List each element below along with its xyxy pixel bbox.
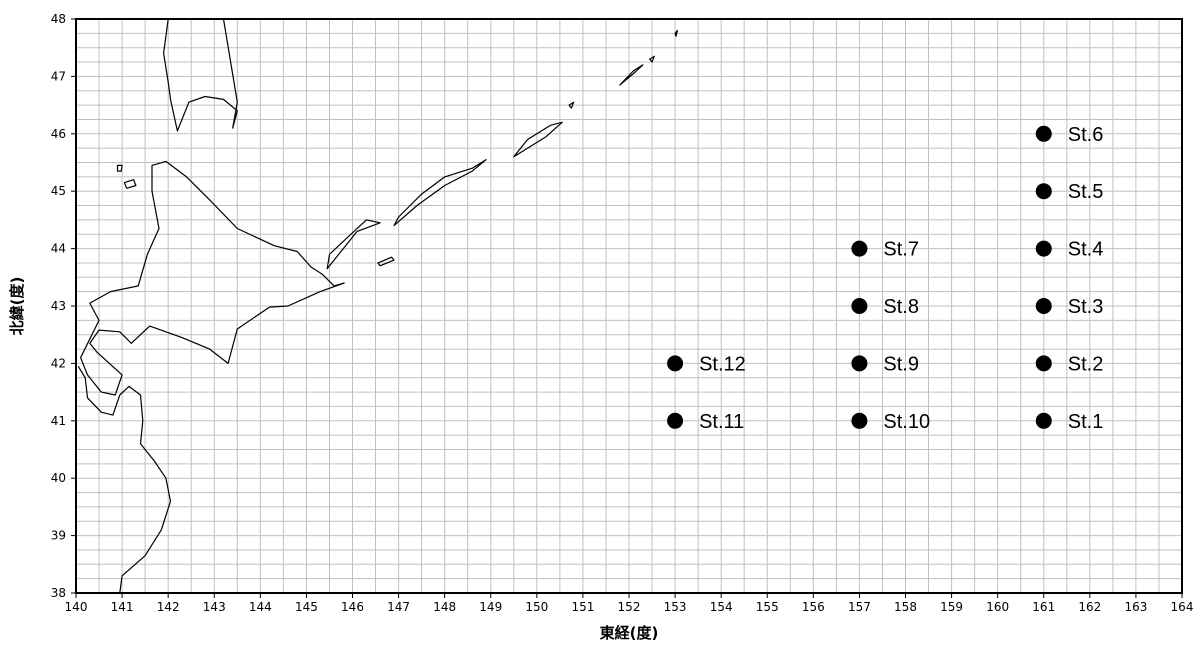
x-tick-label: 163 [1124,600,1147,614]
coastline-honshu-north [77,365,172,594]
x-tick-label: 149 [479,600,502,614]
x-axis-ticks: 140 141 142 143 144 145 146 147 148 149 150 151 152 1… [65,593,1194,614]
y-tick-label: 40 [51,471,66,485]
station-marker [851,355,868,372]
x-tick-label: 162 [1078,600,1101,614]
station-marker [1035,298,1052,314]
y-axis-title: 北緯(度) [8,277,26,336]
y-tick-label: 38 [51,586,66,600]
x-tick-label: 155 [756,600,779,614]
y-tick-label: 47 [51,69,66,83]
coastline-rebun [116,164,123,172]
station-label: St.4 [1068,239,1104,261]
x-tick-label: 146 [341,600,364,614]
x-tick-label: 143 [203,600,226,614]
x-tick-label: 142 [157,600,180,614]
station-marker [1035,125,1052,142]
stations: St.1 St.2 St.3 St.4 St.5 St.6 St.7 St.8 St.9 St.1… [667,124,1103,433]
x-tick-label: 147 [387,600,410,614]
y-tick-label: 42 [51,356,66,370]
x-tick-label: 141 [111,600,134,614]
y-tick-label: 43 [51,299,66,313]
station-label: St.10 [883,411,930,433]
station-label: St.12 [699,353,746,375]
x-tick-label: 159 [940,600,963,614]
station-marker [667,412,684,429]
station-label: St.5 [1068,181,1104,203]
station-marker [851,298,868,314]
x-tick-label: 144 [249,600,272,614]
y-tick-label: 46 [51,127,66,141]
y-tick-label: 44 [51,242,66,256]
x-tick-label: 160 [986,600,1009,614]
grid-lines [75,18,1183,594]
station-label: St.1 [1068,411,1104,433]
x-tick-label: 156 [802,600,825,614]
station-marker [1035,183,1052,200]
station-label: St.2 [1068,353,1104,375]
y-tick-label: 45 [51,184,66,198]
coastlines [77,18,678,594]
x-tick-label: 152 [618,600,641,614]
coastline-rishiri [123,179,137,189]
coastline-broutona [568,101,575,109]
coastline-ketoy [649,55,655,63]
y-axis-ticks: 38 39 40 41 42 43 44 45 46 47 48 [51,12,76,600]
x-tick-label: 154 [710,600,733,614]
coastline-hokkaido [80,160,345,396]
station-label: St.8 [883,296,919,318]
station-marker [851,412,868,429]
station-marker [1035,240,1052,257]
coastline-urup [513,121,563,158]
coastline-sakhalin-south [163,18,238,132]
y-tick-label: 39 [51,529,66,543]
coastline-simushir [619,64,644,86]
station-label: St.11 [699,411,744,433]
coastline-shikotan [377,256,395,267]
station-marker [1035,412,1052,429]
x-tick-label: 145 [295,600,318,614]
x-axis-title: 東経(度) [600,624,659,642]
station-label: St.3 [1068,296,1104,318]
x-tick-label: 161 [1032,600,1055,614]
x-tick-label: 153 [664,600,687,614]
coastline-rasshua [674,29,678,37]
x-tick-label: 158 [894,600,917,614]
station-marker [1035,355,1052,372]
station-label: St.9 [883,353,919,375]
station-marker [667,355,684,372]
x-tick-label: 151 [571,600,594,614]
y-tick-label: 41 [51,414,66,428]
station-marker [851,240,868,257]
x-tick-label: 164 [1171,600,1194,614]
coastline-iturup [393,159,487,227]
station-label: St.7 [883,239,919,261]
x-tick-label: 148 [433,600,456,614]
x-tick-label: 150 [525,600,548,614]
y-tick-label: 48 [51,12,66,26]
x-tick-label: 157 [848,600,871,614]
coastline-kunashiri [326,219,381,270]
x-tick-label: 140 [65,600,88,614]
station-label: St.6 [1068,124,1104,146]
